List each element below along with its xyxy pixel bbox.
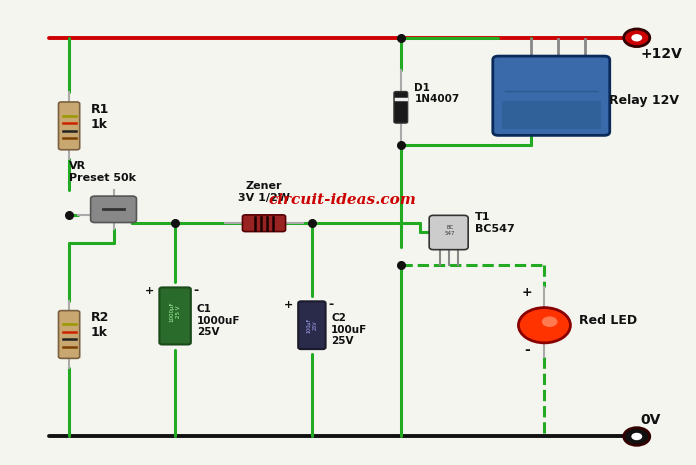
Circle shape bbox=[519, 308, 571, 343]
Text: -: - bbox=[525, 344, 530, 358]
Circle shape bbox=[631, 34, 642, 41]
Text: VR
Preset 50k: VR Preset 50k bbox=[69, 161, 136, 183]
Text: -: - bbox=[193, 284, 199, 297]
FancyBboxPatch shape bbox=[58, 102, 79, 150]
Text: Red LED: Red LED bbox=[578, 314, 637, 327]
FancyBboxPatch shape bbox=[493, 56, 610, 135]
FancyBboxPatch shape bbox=[394, 92, 408, 123]
Text: R1
1k: R1 1k bbox=[91, 103, 109, 131]
Text: Relay 12V: Relay 12V bbox=[610, 94, 679, 107]
FancyBboxPatch shape bbox=[90, 196, 136, 223]
Text: C1
1000uF
25V: C1 1000uF 25V bbox=[197, 304, 241, 337]
FancyBboxPatch shape bbox=[298, 301, 326, 349]
Text: -: - bbox=[329, 298, 333, 311]
Text: +: + bbox=[284, 300, 293, 310]
Text: C2
100uF
25V: C2 100uF 25V bbox=[331, 313, 367, 346]
Circle shape bbox=[624, 29, 650, 46]
Text: 100µF
25V: 100µF 25V bbox=[306, 318, 317, 333]
FancyBboxPatch shape bbox=[242, 215, 285, 232]
Text: +: + bbox=[145, 286, 155, 296]
Circle shape bbox=[541, 316, 557, 327]
FancyBboxPatch shape bbox=[429, 215, 468, 250]
Bar bbox=[502, 100, 601, 129]
Text: BC
547: BC 547 bbox=[445, 225, 455, 236]
Text: 1000µF
25 V: 1000µF 25 V bbox=[170, 301, 180, 322]
Text: +: + bbox=[522, 286, 532, 299]
Circle shape bbox=[631, 433, 642, 440]
Text: T1
BC547: T1 BC547 bbox=[475, 213, 514, 234]
Text: circuit-ideas.com: circuit-ideas.com bbox=[269, 193, 417, 207]
Text: +12V: +12V bbox=[640, 47, 682, 61]
Text: Zener
3V 1/2W: Zener 3V 1/2W bbox=[238, 181, 290, 202]
Text: D1
1N4007: D1 1N4007 bbox=[415, 83, 460, 104]
Text: R2
1k: R2 1k bbox=[91, 311, 109, 339]
FancyBboxPatch shape bbox=[58, 311, 79, 359]
Text: 0V: 0V bbox=[640, 413, 661, 427]
Circle shape bbox=[624, 428, 650, 445]
FancyBboxPatch shape bbox=[159, 287, 191, 345]
